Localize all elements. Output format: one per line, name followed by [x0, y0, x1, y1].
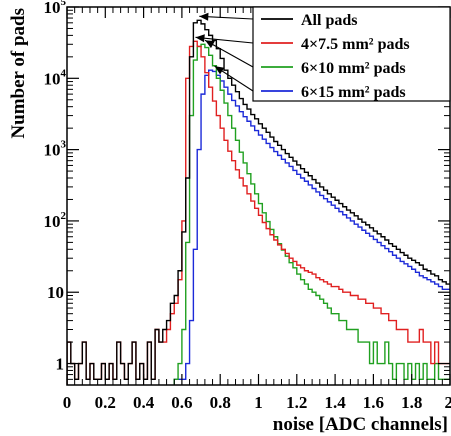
legend-arrow-head-3 [214, 66, 225, 75]
legend-arrow-head-1 [195, 34, 205, 43]
series-line-3 [173, 69, 450, 385]
x-tick-label: 1.4 [324, 393, 346, 412]
x-tick-label: 0.8 [210, 393, 231, 412]
x-tick-label: 1.8 [401, 393, 422, 412]
legend-box [252, 6, 451, 102]
legend-arrow-line-2 [204, 39, 254, 68]
y-tick-label: 103 [44, 139, 67, 160]
legend-arrows [195, 12, 254, 92]
legend-label-2: 6×10 mm² pads [301, 60, 406, 77]
x-tick-label: 1.2 [286, 393, 307, 412]
series-line-0 [67, 19, 450, 385]
legend: All pads 4×7.5 mm² pads 6×10 mm² pads 6×15 … [252, 6, 451, 102]
legend-arrow-head-0 [199, 12, 209, 21]
x-tick-label: 1 [254, 393, 263, 412]
legend-label-3: 6×15 mm² pads [301, 84, 406, 101]
x-axis-title: noise [ADC channels] [273, 414, 448, 435]
legend-arrow-line-1 [195, 36, 254, 44]
legend-arrow-head-2 [205, 40, 215, 49]
y-tick-label: 102 [44, 210, 67, 231]
x-tick-label: 0.6 [171, 393, 192, 412]
legend-label-1: 4×7.5 mm² pads [301, 36, 410, 53]
x-tick-label: 0 [63, 393, 72, 412]
tick-layer: 0 0.2 0.4 0.6 0.8 1 1.2 1.4 1.6 1.8 2 1 10 102 103 104 1… [44, 0, 451, 412]
y-tick-label: 1 [56, 355, 65, 374]
x-tick-label: 0.2 [95, 393, 116, 412]
x-tick-label: 0.4 [133, 393, 155, 412]
legend-label-0: All pads [301, 12, 357, 29]
y-tick-label: 104 [44, 67, 67, 88]
x-tick-label: 1.6 [363, 393, 384, 412]
y-tick-label: 10 [47, 283, 64, 302]
x-tick-label: 2 [445, 393, 451, 412]
y-tick-label: 105 [44, 0, 67, 17]
y-axis-title: Number of pads [8, 8, 29, 139]
